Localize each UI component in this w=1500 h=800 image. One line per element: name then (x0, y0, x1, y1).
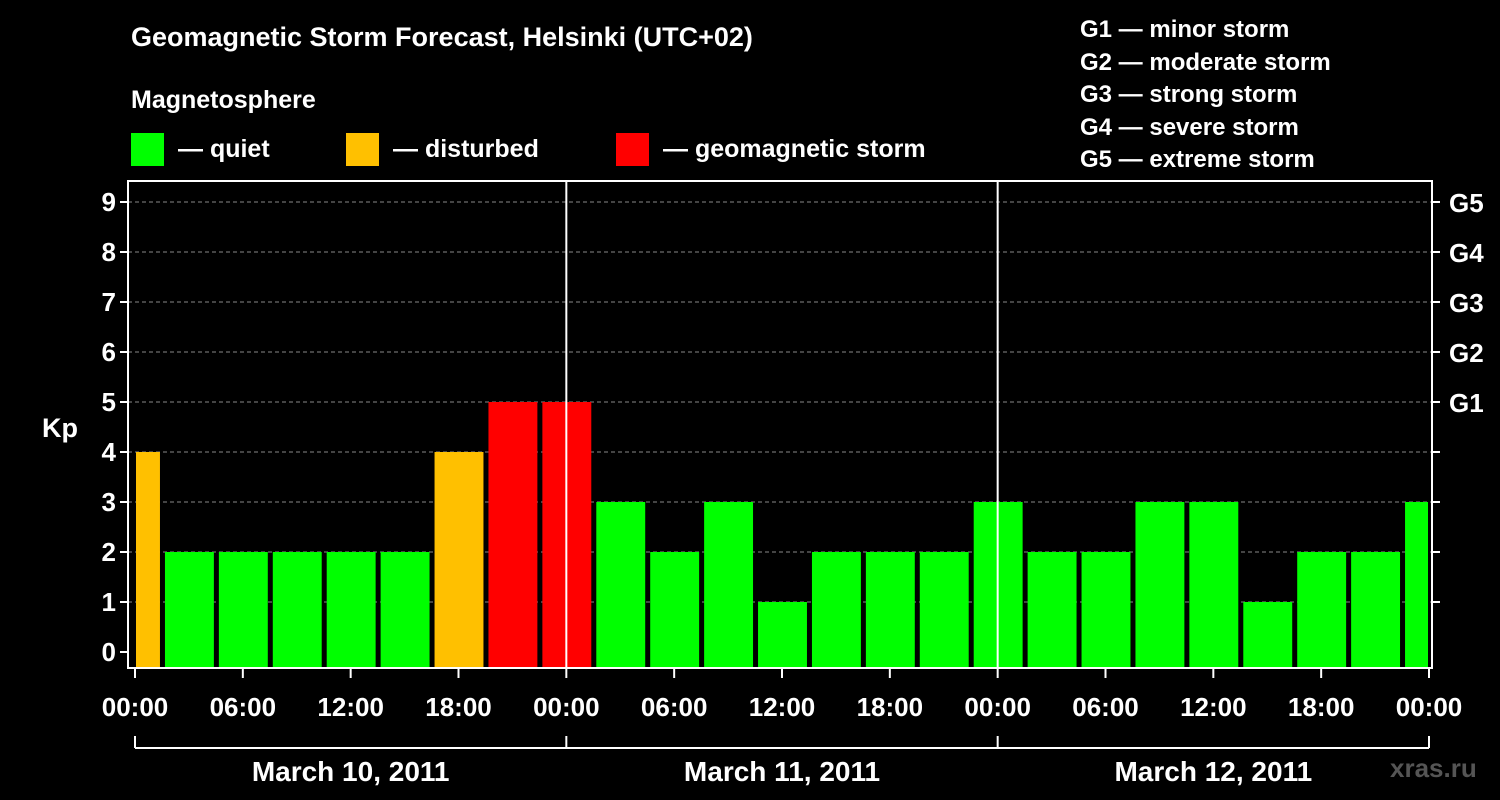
xtick-label-11: 18:00 (1288, 692, 1355, 722)
right-axis-label-g4: G4 (1449, 238, 1484, 268)
right-axis-label-g1: G1 (1449, 388, 1484, 418)
bar-24 (1405, 502, 1428, 668)
y-axis-label: Kp (42, 413, 78, 443)
bar-20 (1189, 502, 1239, 668)
watermark: xras.ru (1390, 753, 1477, 783)
bar-11 (704, 502, 754, 668)
day-label-1: March 11, 2011 (684, 756, 880, 787)
bar-12 (758, 602, 807, 668)
bar-14 (865, 552, 915, 668)
legend-label-quiet: — quiet (178, 135, 270, 163)
day-label-0: March 10, 2011 (252, 756, 450, 787)
bar-18 (1081, 552, 1131, 668)
bar-10 (650, 552, 700, 668)
bar-9 (596, 502, 646, 668)
bar-15 (919, 552, 969, 668)
storm-scale-g5: G5 — extreme storm (1080, 146, 1315, 173)
xtick-label-0: 00:00 (102, 692, 169, 722)
ytick-label-0: 0 (102, 637, 116, 667)
bar-7 (488, 402, 538, 668)
xtick-label-9: 06:00 (1072, 692, 1139, 722)
legend-swatch-disturbed (346, 133, 379, 166)
xtick-label-1: 06:00 (210, 692, 277, 722)
xtick-label-3: 18:00 (425, 692, 492, 722)
day-label-2: March 12, 2011 (1114, 756, 1312, 787)
chart-title: Geomagnetic Storm Forecast, Helsinki (UT… (131, 22, 753, 52)
bar-6 (434, 452, 484, 668)
xtick-label-5: 06:00 (641, 692, 708, 722)
legend-item-disturbed: — disturbed (346, 133, 539, 166)
bar-23 (1351, 552, 1401, 668)
plot-frame (127, 180, 1433, 669)
right-axis-label-g3: G3 (1449, 288, 1484, 318)
bar-19 (1135, 502, 1185, 668)
storm-scale-g1: G1 — minor storm (1080, 16, 1290, 43)
bar-13 (811, 552, 861, 668)
ytick-label-4: 4 (102, 437, 117, 467)
legend-swatch-storm (616, 133, 649, 166)
storm-scale-g4: G4 — severe storm (1080, 113, 1299, 141)
storm-scale-list: G1 — minor storm G2 — moderate storm G3 … (1080, 14, 1331, 177)
bar-21 (1243, 602, 1293, 668)
ytick-label-2: 2 (102, 537, 116, 567)
xtick-label-6: 12:00 (749, 692, 816, 722)
legend-item-storm: — geomagnetic storm (616, 133, 926, 166)
legend-label-disturbed: — disturbed (393, 135, 539, 163)
xtick-label-2: 12:00 (317, 692, 384, 722)
ytick-label-9: 9 (102, 187, 116, 217)
xtick-label-10: 12:00 (1180, 692, 1247, 722)
storm-scale-g3: G3 — strong storm (1080, 81, 1298, 108)
bar-0 (136, 452, 160, 668)
xtick-label-8: 00:00 (964, 692, 1031, 722)
bar-2 (218, 552, 268, 668)
legend-item-quiet: — quiet (131, 133, 270, 166)
bar-3 (272, 552, 322, 668)
right-axis-label-g5: G5 (1449, 188, 1484, 218)
xtick-label-4: 00:00 (533, 692, 600, 722)
bar-17 (1027, 552, 1077, 668)
ytick-label-5: 5 (102, 387, 116, 417)
bar-1 (164, 552, 214, 668)
legend-label-storm: — geomagnetic storm (663, 135, 926, 163)
storm-scale-g2: G2 — moderate storm (1080, 48, 1331, 76)
ytick-label-6: 6 (102, 337, 116, 367)
ytick-label-8: 8 (102, 237, 116, 267)
xtick-label-12: 00:00 (1396, 692, 1463, 722)
xtick-label-7: 18:00 (857, 692, 924, 722)
ytick-label-7: 7 (102, 287, 116, 317)
bar-4 (326, 552, 376, 668)
chart-subtitle: Magnetosphere (131, 86, 316, 114)
legend-swatch-quiet (131, 133, 164, 166)
ytick-label-3: 3 (102, 487, 116, 517)
bar-5 (380, 552, 430, 668)
bar-22 (1297, 552, 1347, 668)
ytick-label-1: 1 (102, 587, 116, 617)
right-axis-label-g2: G2 (1449, 338, 1484, 368)
